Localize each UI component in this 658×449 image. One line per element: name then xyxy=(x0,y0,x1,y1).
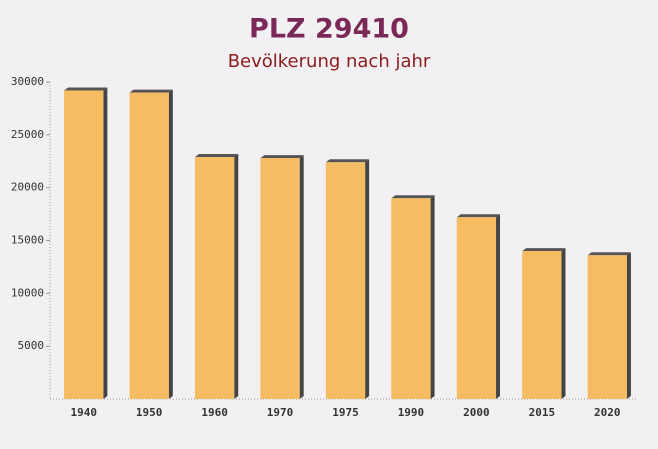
bar xyxy=(587,255,627,399)
bar xyxy=(391,198,431,399)
bar-side xyxy=(168,89,173,400)
bar-top xyxy=(129,89,173,93)
y-tick-label: 5000 xyxy=(18,339,45,352)
bar xyxy=(194,157,235,399)
x-tick-label: 1960 xyxy=(201,406,228,419)
y-tick-label: 30000 xyxy=(11,75,44,88)
bar-top xyxy=(522,248,566,252)
x-tick-label: 1990 xyxy=(398,406,425,419)
bar xyxy=(325,162,366,399)
y-tick-label: 20000 xyxy=(11,181,44,194)
y-tick-label: 15000 xyxy=(11,234,44,247)
bar-side xyxy=(234,154,239,399)
bar-side xyxy=(103,87,108,399)
bar-top xyxy=(456,214,501,218)
bar-side xyxy=(365,159,370,399)
bar-top xyxy=(325,159,370,163)
bar xyxy=(129,92,169,400)
bar-side xyxy=(430,195,435,399)
x-tick-label: 2000 xyxy=(463,406,490,419)
chart-title: PLZ 29410 xyxy=(249,14,409,45)
bar-side xyxy=(626,252,631,399)
bar-side xyxy=(496,214,501,399)
y-tick-label: 10000 xyxy=(11,286,44,299)
bar xyxy=(64,90,104,399)
bar xyxy=(456,217,497,399)
bar-top xyxy=(587,252,631,256)
x-tick-label: 2020 xyxy=(594,406,621,419)
chart-subtitle: Bevölkerung nach jahr xyxy=(228,51,431,72)
x-tick-label: 1950 xyxy=(136,406,163,419)
x-tick-label: 2015 xyxy=(529,406,556,419)
bar-top xyxy=(391,195,435,199)
bar-top xyxy=(260,155,304,159)
x-tick-label: 1970 xyxy=(267,406,294,419)
bar-side xyxy=(561,248,566,399)
bar-top xyxy=(64,87,108,91)
bar xyxy=(260,158,300,399)
bar xyxy=(522,251,562,399)
y-tick-label: 25000 xyxy=(11,128,44,141)
x-tick-label: 1975 xyxy=(332,406,359,419)
x-tick-label: 1940 xyxy=(70,406,97,419)
bar-top xyxy=(194,154,239,158)
bar-side xyxy=(299,155,304,399)
